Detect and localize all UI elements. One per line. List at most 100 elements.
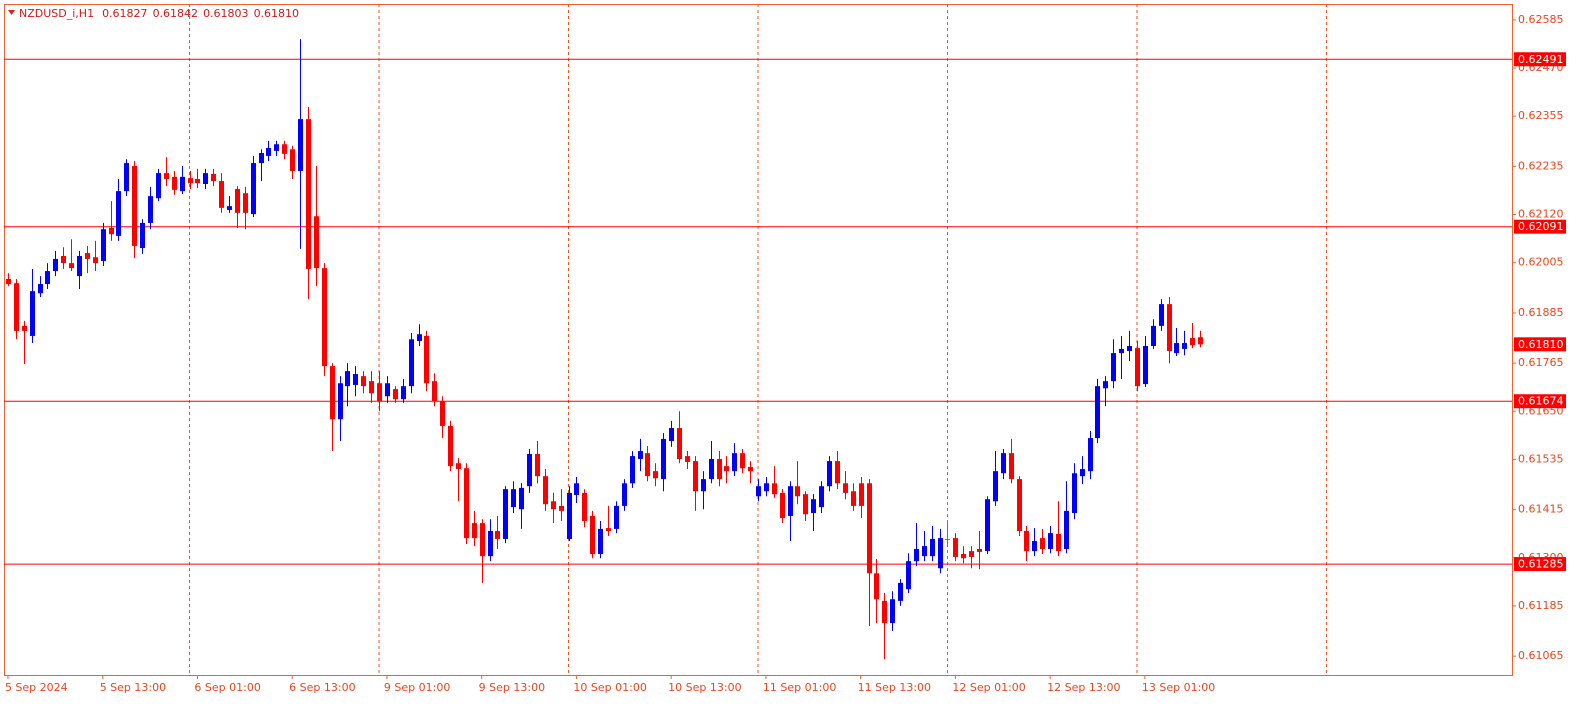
candle-body	[93, 257, 98, 264]
candle-body	[140, 222, 145, 249]
candle-body	[535, 453, 540, 477]
candle-body	[290, 149, 295, 172]
candle-body	[45, 271, 50, 285]
candle-body	[22, 325, 27, 331]
candle-body	[180, 176, 185, 192]
level-label: 0.61674	[1518, 395, 1564, 408]
candle-body	[559, 505, 564, 511]
candle-body	[748, 466, 753, 472]
candle-body	[345, 371, 350, 387]
candle-body	[172, 176, 177, 190]
x-tick-label: 12 Sep 01:00	[952, 681, 1025, 694]
candle-body	[669, 428, 674, 442]
level-label: 0.62091	[1518, 220, 1564, 233]
candle-body	[472, 523, 477, 539]
candle-body	[874, 573, 879, 600]
candle-body	[764, 483, 769, 492]
x-tick-label: 6 Sep 13:00	[289, 681, 355, 694]
candle-body	[574, 483, 579, 496]
candle-body	[598, 528, 603, 555]
symbol: NZDUSD_i,H1	[19, 7, 94, 20]
x-tick-label: 6 Sep 01:00	[194, 681, 260, 694]
x-tick-label: 5 Sep 13:00	[100, 681, 166, 694]
candle-body	[661, 438, 666, 480]
candle-body	[148, 196, 153, 223]
y-tick-label: 0.61765	[1518, 356, 1564, 369]
candle-body	[1182, 343, 1187, 349]
candle-body	[61, 255, 66, 264]
candle-body	[6, 279, 11, 285]
candle-body	[898, 582, 903, 601]
candle-body	[701, 479, 706, 492]
candle-body	[882, 600, 887, 624]
candle-body	[630, 456, 635, 484]
candle-body	[622, 483, 627, 506]
candle-body	[424, 335, 429, 384]
candle-body	[440, 401, 445, 426]
candle-body	[1072, 473, 1077, 514]
candle-body	[811, 499, 816, 514]
candle-body	[645, 453, 650, 477]
candle-body	[1127, 345, 1132, 352]
candle-body	[385, 383, 390, 397]
level-label: 0.61285	[1518, 558, 1564, 571]
candle-body	[235, 189, 240, 213]
candle-body	[188, 178, 193, 184]
level-label-box	[1514, 219, 1566, 234]
candle-body	[543, 476, 548, 505]
y-tick-label: 0.61535	[1518, 452, 1564, 465]
candle-body	[1198, 337, 1203, 345]
candle-body	[1119, 348, 1124, 354]
candle-body	[243, 193, 248, 213]
candle-body	[1017, 479, 1022, 532]
candle-body	[945, 538, 950, 540]
header-icon[interactable]	[8, 10, 15, 15]
candle-body	[259, 153, 264, 164]
x-tick-label: 9 Sep 13:00	[479, 681, 545, 694]
candle-body	[519, 487, 524, 510]
candle-body	[298, 119, 303, 172]
candle-body	[993, 471, 998, 502]
candle-body	[906, 561, 911, 590]
x-tick-label: 13 Sep 01:00	[1142, 681, 1215, 694]
candle-body	[819, 486, 824, 508]
candle-body	[116, 191, 121, 236]
bid-label: 0.61810	[1518, 338, 1564, 351]
candle-body	[30, 291, 35, 336]
candle-body	[393, 389, 398, 400]
candle-body	[306, 119, 311, 269]
candle-body	[1167, 304, 1172, 352]
candle-body	[14, 283, 19, 331]
x-tick-label: 10 Sep 13:00	[668, 681, 741, 694]
candle-body	[1064, 510, 1069, 550]
candle-body	[417, 334, 422, 341]
candle-body	[1088, 438, 1093, 472]
candle-body	[1111, 353, 1116, 382]
candle-body	[164, 173, 169, 179]
candle-body	[732, 453, 737, 472]
candle-body	[693, 461, 698, 492]
bid-label-box	[1514, 337, 1566, 352]
candle-body	[551, 501, 556, 510]
candle-body	[203, 173, 208, 184]
candle-body	[953, 538, 958, 557]
candle-body	[77, 255, 82, 277]
candle-body	[1151, 325, 1156, 346]
candle-body	[977, 549, 982, 552]
level-label-box	[1514, 52, 1566, 67]
x-tick-label: 12 Sep 13:00	[1047, 681, 1120, 694]
low-label: 0.61803	[203, 7, 249, 20]
candle-body	[867, 483, 872, 574]
candle-body	[567, 492, 572, 539]
y-tick-label: 0.61185	[1518, 599, 1564, 612]
candle-body	[195, 178, 200, 184]
candle-body	[338, 383, 343, 420]
candle-body	[156, 173, 161, 199]
candle-body	[353, 374, 358, 385]
candle-body	[827, 461, 832, 487]
candle-body	[503, 489, 508, 539]
candle-body	[1159, 304, 1164, 326]
candle-body	[890, 599, 895, 624]
